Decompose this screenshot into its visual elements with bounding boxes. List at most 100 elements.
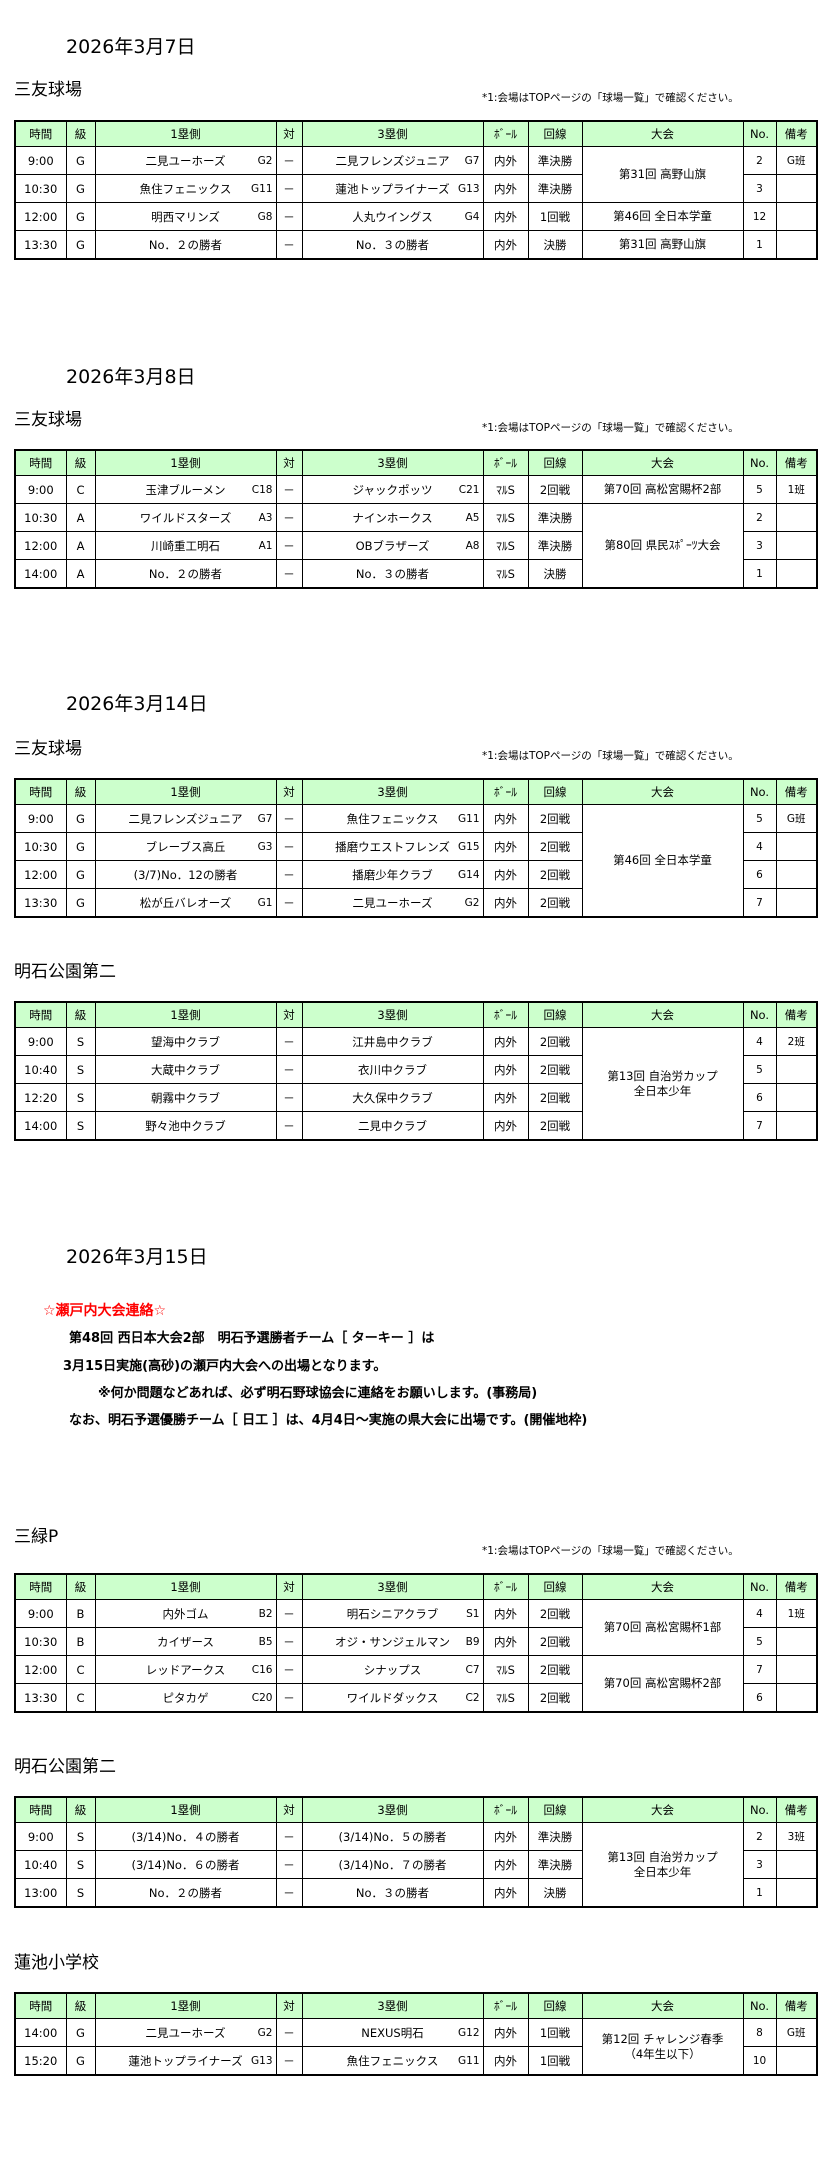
- class-cell: G: [65, 860, 96, 889]
- team-name: No．３の勝者: [355, 1885, 430, 1900]
- first-base-team-cell: (3/14)No．６の勝者: [94, 1850, 277, 1879]
- ball-cell: 内外: [482, 2046, 529, 2076]
- ball-cell: 内外: [482, 860, 529, 889]
- tournament-name: 第46回 全日本学童: [613, 209, 712, 223]
- round-cell: 準決勝: [527, 531, 583, 560]
- match-number-cell: 5: [742, 475, 777, 504]
- match-number-cell: 7: [742, 1655, 777, 1684]
- table-header-row: 時間級 1塁側対 3塁側 ﾎﾞｰﾙ 回線 大会 No. 備考: [14, 1001, 818, 1028]
- time-cell: 13:30: [14, 1683, 67, 1713]
- ball-cell: 内外: [482, 1083, 529, 1112]
- first-base-team-cell: 野々池中クラブ: [94, 1111, 277, 1141]
- team-code: G7: [464, 154, 480, 167]
- schedule-table: 時間級 1塁側対 3塁側 ﾎﾞｰﾙ 回線 大会 No. 備考 9:00 S (3/14)No．４の勝…: [14, 1796, 818, 1908]
- column-header: No.: [742, 778, 777, 805]
- time-cell: 10:40: [14, 1055, 67, 1084]
- first-base-team-cell: 望海中クラブ: [94, 1027, 277, 1056]
- remark-cell: [775, 1878, 818, 1908]
- column-header: ﾎﾞｰﾙ: [482, 1992, 529, 2019]
- tournament-cell: 第46回 全日本学童: [581, 804, 744, 918]
- team-name: NEXUS明石: [361, 2025, 424, 2040]
- time-cell: 10:30: [14, 832, 67, 861]
- round-cell: 2回戦: [527, 1111, 583, 1141]
- time-cell: 12:20: [14, 1083, 67, 1112]
- class-cell: G: [65, 202, 96, 231]
- team-name: No．３の勝者: [355, 566, 430, 581]
- column-header: No.: [742, 1796, 777, 1823]
- third-base-team-cell: 播磨少年クラブ G14: [301, 860, 484, 889]
- class-cell: A: [65, 531, 96, 560]
- time-cell: 12:00: [14, 531, 67, 560]
- column-header: 対: [275, 1796, 303, 1823]
- third-base-team-cell: 二見中クラブ: [301, 1111, 484, 1141]
- time-cell: 9:00: [14, 475, 67, 504]
- remark-cell: [775, 1111, 818, 1141]
- time-cell: 12:00: [14, 860, 67, 889]
- match-number-cell: 3: [742, 174, 777, 203]
- ball-cell: 内外: [482, 202, 529, 231]
- third-base-team-cell: No．３の勝者: [301, 230, 484, 260]
- team-code: C7: [465, 1663, 480, 1676]
- team-name: ワイルドダックス: [346, 1690, 439, 1705]
- third-base-team-cell: ジャックポッツ C21: [301, 475, 484, 504]
- time-cell: 9:00: [14, 1599, 67, 1628]
- table-row: 14:00 A No．２の勝者 － No．３の勝者 ﾏﾙS 決勝 1: [14, 559, 818, 589]
- column-header: 対: [275, 1001, 303, 1028]
- vs-cell: －: [275, 1599, 303, 1628]
- round-cell: 1回戦: [527, 2018, 583, 2047]
- column-header: 級: [65, 1573, 96, 1600]
- first-base-team-cell: カイザース B5: [94, 1627, 277, 1656]
- team-name: オジ・サンジェルマン: [335, 1634, 450, 1649]
- vs-cell: －: [275, 804, 303, 833]
- third-base-team-cell: (3/14)No．５の勝者: [301, 1822, 484, 1851]
- team-name: 明西マリンズ: [151, 209, 220, 224]
- notice-line: 3月15日実施(高砂)の瀬戸内大会への出場となります。: [63, 1359, 387, 1374]
- column-header: 1塁側: [94, 778, 277, 805]
- column-header: 回線: [527, 1573, 583, 1600]
- tournament-cell: 第13回 自治労カップ 全日本少年: [581, 1027, 744, 1141]
- table-row: 12:00 G (3/7)No．12の勝者 － 播磨少年クラブ G14 内外 2回戦 6: [14, 860, 818, 889]
- column-header: 回線: [527, 1796, 583, 1823]
- third-base-team-cell: 魚住フェニックス G11: [301, 804, 484, 833]
- table-row: 9:00 G 二見フレンズジュニア G7 －魚住フェニックス G11 内外 2回戦 第46回 全…: [14, 804, 818, 918]
- time-cell: 14:00: [14, 2018, 67, 2047]
- vs-cell: －: [275, 1655, 303, 1684]
- team-code: G14: [458, 868, 480, 881]
- team-name: (3/14)No．５の勝者: [338, 1829, 447, 1844]
- vs-cell: －: [275, 1683, 303, 1713]
- date-heading: 2026年3月7日: [66, 36, 196, 58]
- match-number-cell: 3: [742, 1850, 777, 1879]
- venue-title: 明石公園第二: [14, 1757, 116, 1777]
- column-header: No.: [742, 1992, 777, 2019]
- match-number-cell: 3: [742, 531, 777, 560]
- table-row: 15:20 G 蓮池トップライナーズ G13 － 魚住フェニックス G11 内外 1回戦 10: [14, 2046, 818, 2076]
- class-cell: G: [65, 146, 96, 175]
- first-base-team-cell: 明西マリンズ G8: [94, 202, 277, 231]
- match-number-cell: 4: [742, 1599, 777, 1628]
- table-header-row: 時間級 1塁側対 3塁側 ﾎﾞｰﾙ 回線 大会 No. 備考: [14, 778, 818, 805]
- tournament-cell: 第46回 全日本学童: [581, 202, 744, 231]
- time-cell: 12:00: [14, 1655, 67, 1684]
- team-code: G12: [458, 2026, 480, 2039]
- table-row: 13:30 G No．２の勝者 － No．３の勝者 内外 決勝 第31回 高野山旗 1: [14, 230, 818, 260]
- first-base-team-cell: 内外ゴム B2: [94, 1599, 277, 1628]
- third-base-team-cell: NEXUS明石 G12: [301, 2018, 484, 2047]
- team-code: G2: [464, 896, 480, 909]
- third-base-team-cell: (3/14)No．７の勝者: [301, 1850, 484, 1879]
- column-header: 級: [65, 1796, 96, 1823]
- round-cell: 2回戦: [527, 475, 583, 504]
- team-code: G4: [464, 210, 480, 223]
- tournament-name: 第70回 高松宮賜杯2部: [603, 1676, 722, 1690]
- vs-cell: －: [275, 230, 303, 260]
- tournament-cell: 第12回 チャレンジ春季 （4年生以下）: [581, 2018, 744, 2076]
- column-header: 1塁側: [94, 120, 277, 147]
- vs-cell: －: [275, 1111, 303, 1141]
- class-cell: S: [65, 1027, 96, 1056]
- third-base-team-cell: No．３の勝者: [301, 1878, 484, 1908]
- time-cell: 10:30: [14, 174, 67, 203]
- match-number-cell: 7: [742, 1111, 777, 1141]
- team-code: B2: [258, 1607, 273, 1620]
- vs-cell: －: [275, 1083, 303, 1112]
- match-number-cell: 5: [742, 804, 777, 833]
- schedule-table: 時間級 1塁側対 3塁側 ﾎﾞｰﾙ 回線 大会 No. 備考 9:00 G 二見フレンズジュニア G7…: [14, 778, 818, 918]
